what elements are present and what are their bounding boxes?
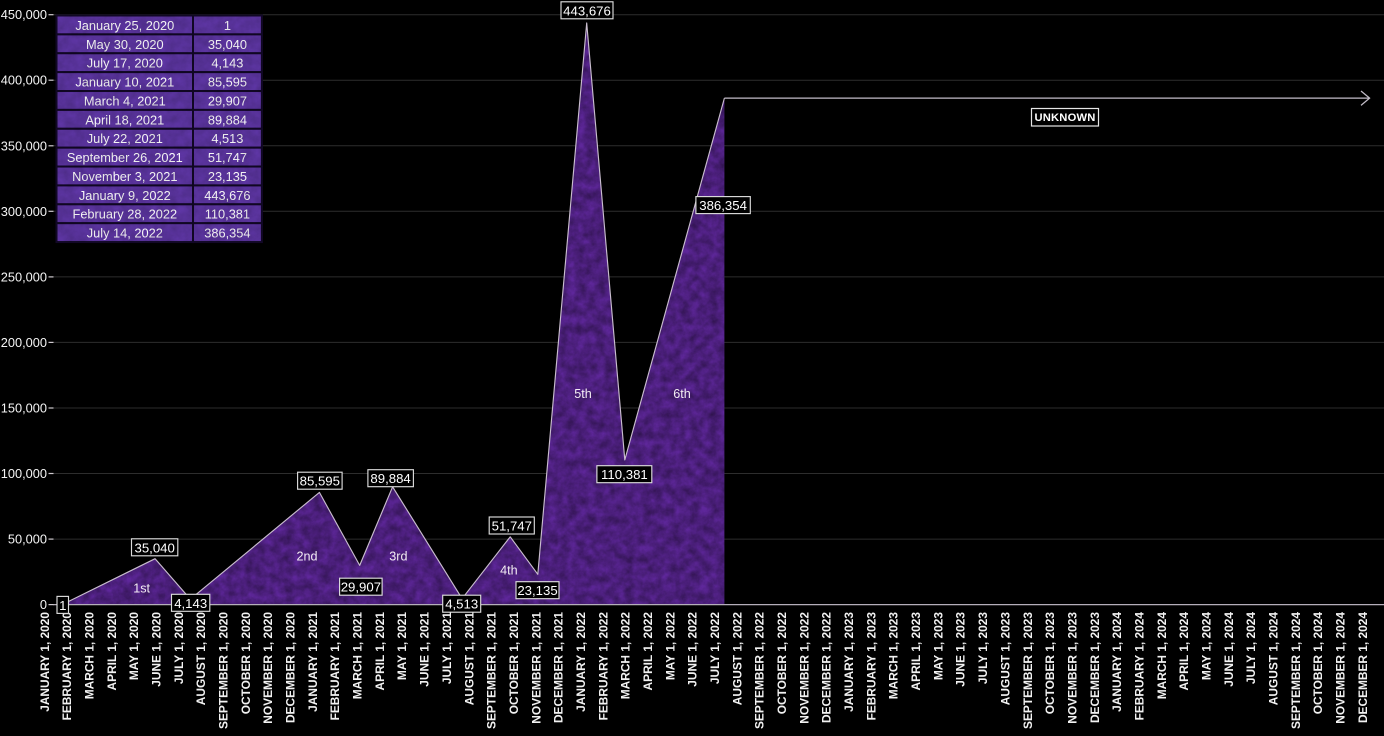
svg-text:350,000: 350,000 xyxy=(1,138,47,153)
svg-text:50,000: 50,000 xyxy=(8,532,47,547)
svg-text:AUGUST 1, 2022: AUGUST 1, 2022 xyxy=(730,612,744,706)
svg-text:5th: 5th xyxy=(574,387,592,401)
svg-text:0: 0 xyxy=(40,597,47,612)
svg-text:4,513: 4,513 xyxy=(445,597,478,612)
svg-text:4th: 4th xyxy=(500,564,518,578)
svg-text:1: 1 xyxy=(59,598,66,613)
svg-text:AUGUST 1, 2023: AUGUST 1, 2023 xyxy=(998,612,1012,706)
svg-text:MAY 1, 2021: MAY 1, 2021 xyxy=(395,612,409,680)
svg-text:450,000: 450,000 xyxy=(1,7,47,22)
svg-text:FEBRUARY 1, 2022: FEBRUARY 1, 2022 xyxy=(596,612,610,721)
svg-text:UNKNOWN: UNKNOWN xyxy=(1034,112,1095,124)
svg-text:4,143: 4,143 xyxy=(174,596,207,611)
svg-text:APRIL 1, 2020: APRIL 1, 2020 xyxy=(105,612,119,691)
svg-text:400,000: 400,000 xyxy=(1,73,47,88)
svg-text:SEPTEMBER 1, 2021: SEPTEMBER 1, 2021 xyxy=(485,612,499,729)
svg-text:89,884: 89,884 xyxy=(370,471,410,486)
svg-text:JULY 1, 2023: JULY 1, 2023 xyxy=(976,612,990,684)
svg-text:35,040: 35,040 xyxy=(135,540,175,555)
svg-text:SEPTEMBER 1, 2020: SEPTEMBER 1, 2020 xyxy=(217,612,231,729)
svg-text:OCTOBER 1, 2021: OCTOBER 1, 2021 xyxy=(507,612,521,715)
svg-text:MAY 1, 2022: MAY 1, 2022 xyxy=(663,612,677,680)
svg-text:250,000: 250,000 xyxy=(1,269,47,284)
svg-text:386,354: 386,354 xyxy=(699,198,747,213)
svg-text:OCTOBER 1, 2023: OCTOBER 1, 2023 xyxy=(1043,612,1057,715)
svg-text:DECEMBER 1, 2024: DECEMBER 1, 2024 xyxy=(1356,612,1370,723)
svg-text:100,000: 100,000 xyxy=(1,466,47,481)
svg-text:85,595: 85,595 xyxy=(300,474,340,489)
svg-text:29,907: 29,907 xyxy=(341,580,381,595)
svg-text:MAY 1, 2024: MAY 1, 2024 xyxy=(1200,612,1214,680)
svg-text:NOVEMBER 1, 2021: NOVEMBER 1, 2021 xyxy=(529,612,543,724)
svg-text:JANUARY 1, 2021: JANUARY 1, 2021 xyxy=(306,612,320,712)
svg-text:AUGUST 1, 2021: AUGUST 1, 2021 xyxy=(462,612,476,706)
svg-text:SEPTEMBER 1, 2023: SEPTEMBER 1, 2023 xyxy=(1021,612,1035,729)
svg-text:FEBRUARY 1, 2023: FEBRUARY 1, 2023 xyxy=(864,612,878,721)
svg-text:NOVEMBER 1, 2024: NOVEMBER 1, 2024 xyxy=(1334,612,1348,724)
svg-text:JULY 1, 2020: JULY 1, 2020 xyxy=(172,612,186,684)
svg-text:APRIL 1, 2024: APRIL 1, 2024 xyxy=(1177,612,1191,691)
svg-text:23,135: 23,135 xyxy=(517,583,557,598)
svg-text:51,747: 51,747 xyxy=(492,519,532,534)
svg-text:JANUARY 1, 2022: JANUARY 1, 2022 xyxy=(574,612,588,712)
svg-text:AUGUST 1, 2024: AUGUST 1, 2024 xyxy=(1267,612,1281,706)
svg-text:OCTOBER 1, 2022: OCTOBER 1, 2022 xyxy=(775,612,789,715)
svg-text:APRIL 1, 2021: APRIL 1, 2021 xyxy=(373,612,387,691)
svg-text:JUNE 1, 2023: JUNE 1, 2023 xyxy=(954,612,968,687)
svg-text:NOVEMBER 1, 2020: NOVEMBER 1, 2020 xyxy=(261,612,275,724)
svg-text:NOVEMBER 1, 2023: NOVEMBER 1, 2023 xyxy=(1065,612,1079,724)
svg-text:APRIL 1, 2023: APRIL 1, 2023 xyxy=(909,612,923,691)
svg-text:MAY 1, 2020: MAY 1, 2020 xyxy=(127,612,141,680)
svg-text:JANUARY 1, 2023: JANUARY 1, 2023 xyxy=(842,612,856,712)
svg-text:MARCH 1, 2022: MARCH 1, 2022 xyxy=(619,612,633,700)
svg-text:OCTOBER 1, 2024: OCTOBER 1, 2024 xyxy=(1311,612,1325,715)
svg-text:FEBRUARY 1, 2024: FEBRUARY 1, 2024 xyxy=(1133,612,1147,721)
svg-text:MARCH 1, 2024: MARCH 1, 2024 xyxy=(1155,612,1169,700)
svg-text:DECEMBER 1, 2023: DECEMBER 1, 2023 xyxy=(1088,612,1102,723)
svg-text:FEBRUARY 1, 2021: FEBRUARY 1, 2021 xyxy=(328,612,342,721)
svg-text:JULY 1, 2021: JULY 1, 2021 xyxy=(440,612,454,684)
svg-text:NOVEMBER 1, 2022: NOVEMBER 1, 2022 xyxy=(797,612,811,724)
svg-text:DECEMBER 1, 2022: DECEMBER 1, 2022 xyxy=(820,612,834,723)
svg-text:1st: 1st xyxy=(133,581,150,595)
svg-text:OCTOBER 1, 2020: OCTOBER 1, 2020 xyxy=(239,612,253,715)
svg-text:JUNE 1, 2020: JUNE 1, 2020 xyxy=(150,612,164,687)
svg-text:APRIL 1, 2022: APRIL 1, 2022 xyxy=(641,612,655,691)
svg-text:443,676: 443,676 xyxy=(563,3,611,18)
svg-text:JULY 1, 2024: JULY 1, 2024 xyxy=(1244,612,1258,684)
svg-text:JANUARY 1, 2020: JANUARY 1, 2020 xyxy=(38,612,52,712)
svg-text:SEPTEMBER 1, 2022: SEPTEMBER 1, 2022 xyxy=(753,612,767,729)
svg-text:DECEMBER 1, 2021: DECEMBER 1, 2021 xyxy=(552,612,566,723)
svg-text:MARCH 1, 2021: MARCH 1, 2021 xyxy=(351,612,365,700)
svg-text:JANUARY 1, 2024: JANUARY 1, 2024 xyxy=(1110,612,1124,712)
svg-text:MAY 1, 2023: MAY 1, 2023 xyxy=(931,612,945,680)
svg-text:JUNE 1, 2022: JUNE 1, 2022 xyxy=(686,612,700,687)
svg-text:200,000: 200,000 xyxy=(1,335,47,350)
svg-text:3rd: 3rd xyxy=(389,550,407,564)
svg-text:2nd: 2nd xyxy=(296,549,317,563)
svg-text:JUNE 1, 2021: JUNE 1, 2021 xyxy=(418,612,432,687)
svg-text:6th: 6th xyxy=(673,387,691,401)
svg-text:110,381: 110,381 xyxy=(601,467,648,482)
svg-text:AUGUST 1, 2020: AUGUST 1, 2020 xyxy=(194,612,208,706)
svg-text:150,000: 150,000 xyxy=(1,401,47,416)
svg-text:JULY 1, 2022: JULY 1, 2022 xyxy=(708,612,722,684)
svg-text:MARCH 1, 2020: MARCH 1, 2020 xyxy=(83,612,97,700)
svg-text:DECEMBER 1, 2020: DECEMBER 1, 2020 xyxy=(284,612,298,723)
svg-text:MARCH 1, 2023: MARCH 1, 2023 xyxy=(887,612,901,700)
svg-text:FEBRUARY 1, 2020: FEBRUARY 1, 2020 xyxy=(60,612,74,721)
svg-text:300,000: 300,000 xyxy=(1,204,47,219)
svg-text:JUNE 1, 2024: JUNE 1, 2024 xyxy=(1222,612,1236,687)
svg-text:SEPTEMBER 1, 2024: SEPTEMBER 1, 2024 xyxy=(1289,612,1303,729)
